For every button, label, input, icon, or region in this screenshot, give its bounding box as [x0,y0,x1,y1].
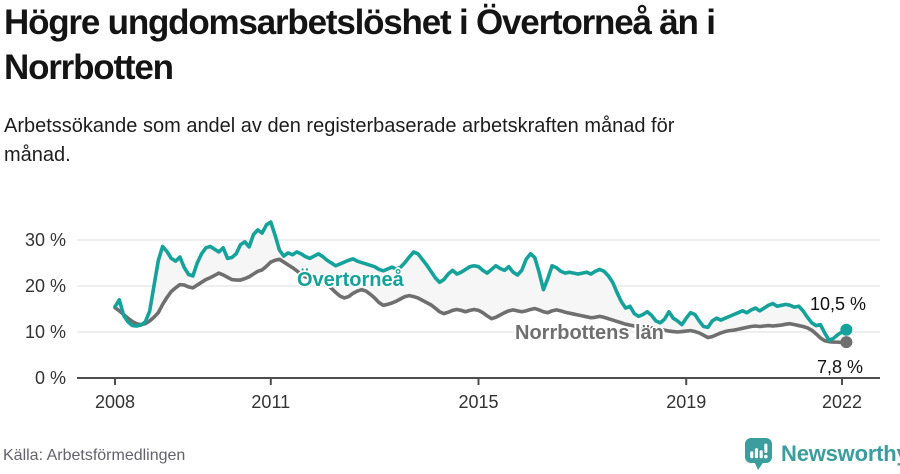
x-axis-tick-label: 2019 [666,392,707,412]
page-title-line-1: Högre ungdomsarbetslöshet i Övertorneå ä… [4,3,716,42]
y-axis-labels: 0 % 10 % 20 % 30 % [0,0,66,400]
x-axis-tick-label: 2022 [821,392,863,412]
end-value-label-norrbottens-lan: 7,8 % [817,357,864,377]
newsworthy-wordmark: Newsworthy [781,441,900,466]
newsworthy-bubble-chart-icon [745,438,772,470]
source-note: Källa: Arbetsförmedlingen [3,447,186,464]
chart-subtitle-line-2: månad. [4,144,71,166]
x-axis-tick-label: 2011 [251,392,291,412]
x-axis-tick-label: 2015 [458,392,499,412]
series-label-overtornea: Övertorneå [297,269,404,291]
y-axis-tick-label: 20 % [24,276,66,296]
page-title-line-2: Norrbotten [4,48,174,87]
newsworthy-logo: Newsworthy [744,437,900,471]
series-label-norrbottens-lan: Norrbottens län [515,322,664,344]
end-dot [840,336,853,349]
y-axis-tick-label: 10 % [24,322,66,342]
y-axis-tick-label: 0 % [34,368,66,388]
chart-subtitle: Arbetssökande som andel av den registerb… [4,112,864,170]
end-dot [840,323,853,336]
chart-subtitle-line-1: Arbetssökande som andel av den registerb… [4,115,675,137]
x-axis-tick-label: 2008 [94,392,136,412]
y-axis-tick-label: 30 % [24,230,66,250]
page-title: Högre ungdomsarbetslöshet i Övertorneå ä… [4,0,896,90]
end-value-label-overtornea: 10,5 % [810,294,867,314]
